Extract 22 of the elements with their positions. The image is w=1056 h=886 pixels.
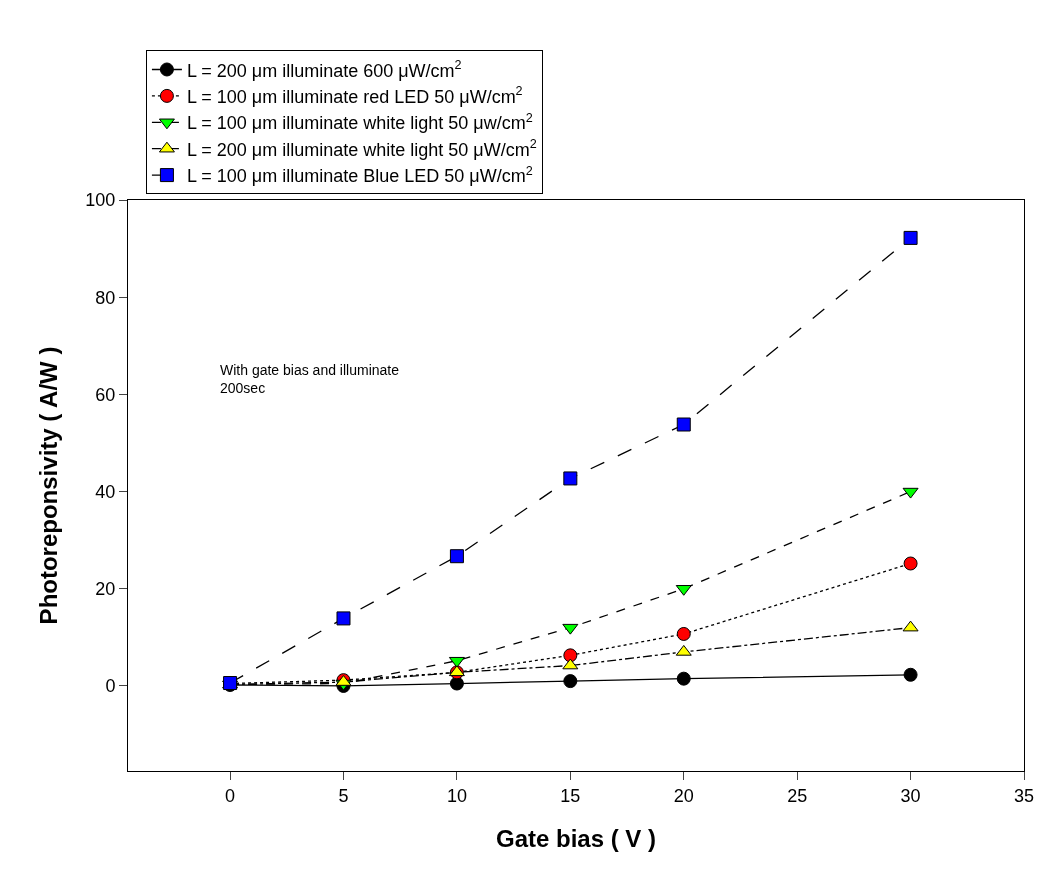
- y-tick-label: 100: [85, 190, 116, 211]
- legend-label: L = 100 μm illuminate red LED 50 μW/cm$^{2}$: [186, 84, 523, 107]
- x-tick-label: 25: [787, 785, 808, 806]
- x-tick-label: 10: [446, 785, 467, 806]
- legend-label: L = 100 μm illuminate white light 50 μw/cm$^{2}$: [186, 110, 533, 134]
- x-tick-label: 30: [900, 785, 921, 806]
- legend-label: L = 100 μm illuminate Blue LED 50 μW/cm$^{2}$: [186, 163, 533, 187]
- x-axis-title: Gate bias ( V ): [495, 824, 657, 852]
- y-tick-label: 80: [95, 287, 116, 308]
- y-tick-label: 0: [105, 676, 116, 697]
- y-tick-label: 20: [95, 579, 116, 600]
- x-tick-label: 5: [338, 785, 349, 806]
- y-tick-label: 60: [95, 384, 116, 405]
- legend-label: L = 200 μm illuminate 600 μW/cm$^{2}$: [186, 57, 462, 81]
- x-tick-label: 15: [560, 785, 581, 806]
- legend-label: L = 200 μm illuminate white light 50 μW/cm$^{2}$: [186, 137, 537, 160]
- annotation: With gate bias and illuminate 200sec: [220, 362, 400, 397]
- y-tick-label: 40: [95, 481, 116, 502]
- y-axis-title: Photoreponsivity ( A/W ): [35, 346, 63, 625]
- x-tick-label: 20: [673, 785, 694, 806]
- x-tick-label: 0: [225, 785, 236, 806]
- x-tick-label: 35: [1013, 785, 1035, 806]
